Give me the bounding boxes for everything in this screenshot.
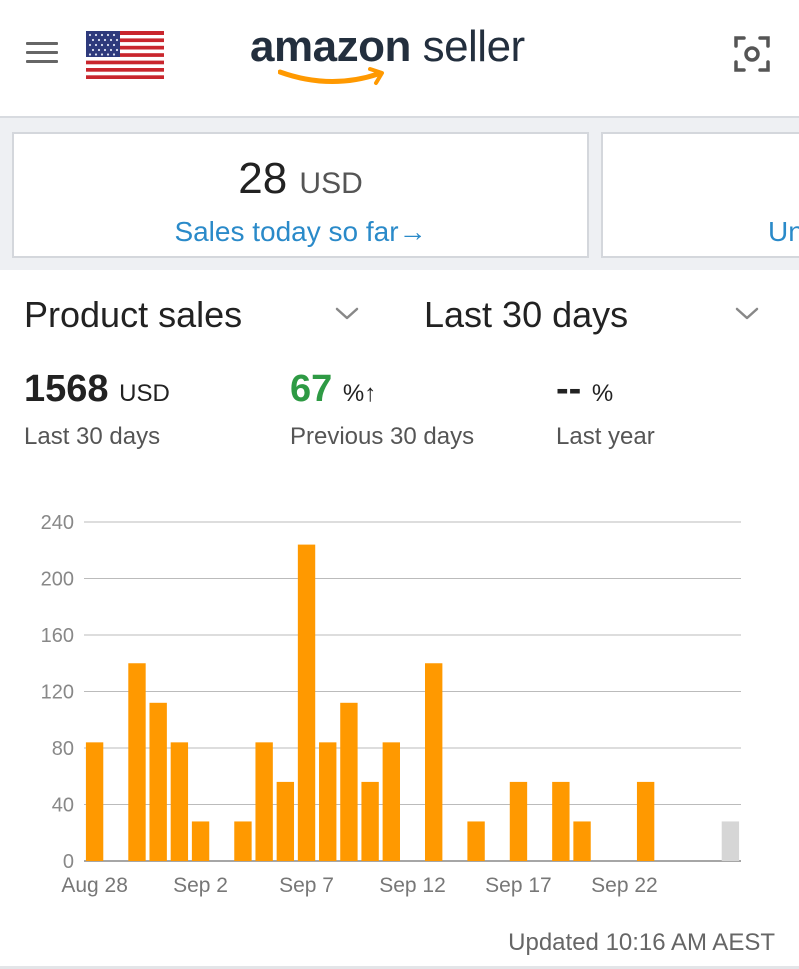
metric-total-unit: USD xyxy=(119,380,170,407)
scan-camera-icon[interactable] xyxy=(732,34,772,74)
chart-bar xyxy=(552,781,570,861)
chart-bar xyxy=(149,702,167,861)
y-tick-label: 80 xyxy=(52,738,74,760)
x-tick-label: Sep 7 xyxy=(279,874,334,897)
y-tick-label: 0 xyxy=(63,851,74,873)
metric-total-sales: 1568 USD xyxy=(24,368,170,411)
metric-last-year: -- % xyxy=(556,368,613,411)
arrow-right-icon: → xyxy=(398,216,427,247)
chart-bar xyxy=(170,742,189,861)
second-summary-card[interactable]: Un xyxy=(601,132,799,258)
chevron-down-icon[interactable] xyxy=(735,306,759,322)
y-tick-label: 120 xyxy=(41,682,74,704)
sales-today-card[interactable]: 28 USD Sales today so far→ xyxy=(12,132,589,258)
metric-last-year-label: Last year xyxy=(556,423,655,450)
sales-today-value: 28 xyxy=(238,154,288,203)
metric-previous-label: Previous 30 days xyxy=(290,423,475,450)
updated-timestamp: Updated 10:16 AM AEST xyxy=(508,929,775,956)
chart-bar xyxy=(509,781,528,861)
chart-bar xyxy=(85,742,104,861)
metric-last-year-unit: % xyxy=(591,380,614,407)
amazon-seller-logo: amazon seller xyxy=(250,22,550,92)
chevron-down-icon[interactable] xyxy=(335,306,359,322)
x-tick-label: Sep 17 xyxy=(485,874,552,897)
y-tick-label: 200 xyxy=(41,569,74,591)
chart-bar xyxy=(276,781,295,861)
chart-bar xyxy=(425,663,443,861)
chart-bar xyxy=(573,821,591,861)
metric-total-value: 1568 xyxy=(24,368,109,410)
us-flag-icon[interactable] xyxy=(86,31,164,79)
sales-today-amount: 28 USD xyxy=(14,154,587,204)
period-selector[interactable]: Last 30 days xyxy=(424,294,629,335)
sales-today-link-label: Sales today so far xyxy=(174,216,399,247)
chart-bar xyxy=(340,702,358,861)
second-card-link[interactable]: Un xyxy=(768,216,799,247)
chart-bar xyxy=(721,821,740,861)
chart-bar xyxy=(382,742,400,861)
logo-bold-text: amazon xyxy=(250,22,411,71)
logo-light-text: seller xyxy=(422,22,526,71)
bottom-divider xyxy=(0,966,799,969)
x-tick-label: Sep 22 xyxy=(591,874,658,897)
y-tick-label: 240 xyxy=(41,512,74,534)
sales-today-link[interactable]: Sales today so far→ xyxy=(14,216,587,248)
x-tick-label: Aug 28 xyxy=(61,874,128,897)
chart-bar xyxy=(361,781,379,861)
chart-bar xyxy=(319,742,337,861)
amazon-smile-icon xyxy=(278,67,384,85)
y-tick-label: 160 xyxy=(41,625,74,647)
metric-last-year-value: -- xyxy=(556,368,582,410)
chart-bar xyxy=(297,544,316,861)
metric-total-label: Last 30 days xyxy=(24,423,161,450)
metric-previous-value: 67 xyxy=(290,368,333,410)
metric-selector[interactable]: Product sales xyxy=(24,294,243,335)
chart-bar xyxy=(467,821,485,861)
chart-bar xyxy=(191,821,210,861)
chart-bar xyxy=(255,742,273,861)
chart-bar xyxy=(234,821,252,861)
chart-bar xyxy=(128,663,146,861)
x-tick-label: Sep 12 xyxy=(379,874,446,897)
hamburger-menu-icon[interactable] xyxy=(26,42,58,66)
y-tick-label: 40 xyxy=(52,795,74,817)
chart-bar xyxy=(636,781,655,861)
sales-today-unit: USD xyxy=(299,167,363,200)
metric-previous-change: 67 %↑ xyxy=(290,368,376,411)
app-header: amazon seller xyxy=(0,0,799,118)
x-tick-label: Sep 2 xyxy=(173,874,228,897)
arrow-up-icon: ↑ xyxy=(364,380,377,407)
metric-previous-unit: % xyxy=(342,380,365,407)
product-sales-chart: 0 40 80 120 160 200 240 Aug 28 Sep 2 Sep 7 Sep 12 S… xyxy=(41,512,741,897)
